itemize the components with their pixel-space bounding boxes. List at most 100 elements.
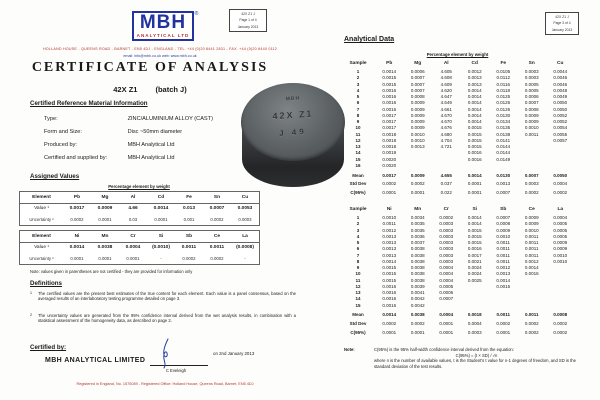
table-cell: 0.0036 xyxy=(410,233,425,239)
table-cell: 0.0010 xyxy=(410,137,425,143)
table-cell: 0.0007 xyxy=(410,87,425,93)
table-row: 9 0.0017 0.0009 4.670 0.0014 0.0134 0.0009 0.00… xyxy=(341,119,575,125)
definition-2: 2 The uncertainty values are generated fr… xyxy=(30,313,302,331)
table-cell: 0.0001 xyxy=(126,255,140,261)
crm-label: Produced by: xyxy=(44,142,77,148)
table-cell: 0.0001 xyxy=(410,330,425,335)
table-cell: 0.0013 xyxy=(496,181,511,186)
table-cell: 4.608 xyxy=(440,75,452,81)
definition-number: 1 xyxy=(30,291,32,295)
table-cell: 0.0015 xyxy=(467,125,482,131)
table-cell: 0.0144 xyxy=(496,144,511,149)
table-cell: 0.0002 xyxy=(210,216,224,222)
table-cell: 0.0002 xyxy=(524,330,539,335)
table-cell: 0.0007 xyxy=(410,81,425,87)
table-row: 7 0.0013 0.0038 0.0003 0.0017 0.0011 0.0011 0.0… xyxy=(341,253,575,259)
table-cell: 0.0024 xyxy=(467,265,482,270)
table-row: Element Ni Mn Cr Si Sb Ce La xyxy=(20,231,259,243)
signatory-name: C Eveleigh xyxy=(165,368,187,373)
table-cell: 4.704 xyxy=(440,137,452,143)
table-cell: 0.0005 xyxy=(553,233,568,239)
crm-value: ZINC/ALUMINIUM ALLOY (CAST) xyxy=(127,116,213,122)
disc-top-face: MBH 42X Z1 J 49 xyxy=(241,83,345,161)
table-cell: 0.0014 xyxy=(467,112,482,118)
table-cell: 0.0016 xyxy=(467,150,482,156)
table-cell: Cr xyxy=(443,207,449,212)
table-cell: 0.0001 xyxy=(496,330,511,335)
table-cell: Ni xyxy=(386,207,392,212)
table-cell: 4.655 xyxy=(440,173,452,178)
table-cell: 0.0126 xyxy=(496,100,511,106)
analytical-table-1-c95: C(95%) 0.0001 0.0001 0.022 0.0001 0.0007 0.000… xyxy=(341,189,575,198)
table-cell: 0.0003 xyxy=(439,240,454,245)
signature-icon xyxy=(163,338,169,369)
table-cell: 0.0149 xyxy=(496,156,511,162)
table-cell: 0.0016 xyxy=(382,302,397,308)
table-row: 8 0.0017 0.0009 4.670 0.0014 0.0130 0.0009 0.00… xyxy=(341,113,575,119)
table-cell: 0.0011 xyxy=(496,240,510,245)
table-cell: 0.0011 xyxy=(525,131,539,137)
table-row: 2 0.0015 0.0007 4.608 0.0013 0.0112 0.0003 0.00… xyxy=(341,75,575,81)
table-row: 4 0.0016 0.0007 4.620 0.0014 0.0118 0.0005 0.00… xyxy=(341,88,575,94)
table-cell: 0.0019 xyxy=(382,150,397,156)
table-row: 15 0.0016 0.0042 xyxy=(341,303,575,309)
table-cell: 0.0015 xyxy=(382,75,397,81)
table-cell: 0.0005 xyxy=(553,227,568,233)
table-cell: Mg xyxy=(414,61,422,66)
table-cell: Ce xyxy=(213,233,221,239)
table-cell: La xyxy=(242,233,248,239)
table-cell: 0.0015 xyxy=(467,227,482,233)
table-cell: 0.0016 xyxy=(382,290,397,295)
table-cell: 0.0015 xyxy=(467,240,482,245)
table-cell: 0.0050 xyxy=(553,100,568,106)
table-cell: 0.0130 xyxy=(496,112,511,118)
table-cell: 0.0042 xyxy=(410,296,425,302)
table-cell: 0.0007 xyxy=(410,75,425,81)
table-cell: 0.0015 xyxy=(467,131,482,137)
table-cell: 0.0002 xyxy=(70,216,84,222)
analytical-table-2-c95: C(95%) 0.0001 0.0001 0.0001 0.0003 0.0001 0.00… xyxy=(341,329,575,338)
table-cell: 0.0014 xyxy=(382,69,397,74)
registered-trademark-icon: ® xyxy=(194,11,199,17)
table-cell: 0.0018 xyxy=(382,131,397,137)
table-cell: Sb xyxy=(500,207,507,212)
table-cell: 0.0014 xyxy=(153,206,169,212)
crm-value: Disc ~50mm diameter xyxy=(127,129,183,135)
table-cell xyxy=(489,303,518,309)
table-cell: 0.0116 xyxy=(496,81,510,87)
table-cell: 0.0037 xyxy=(410,240,425,245)
table-cell: 0.0007 xyxy=(496,190,511,195)
page-id-page: Page 3 of 4 xyxy=(553,21,571,26)
table-cell: 0.0007 xyxy=(524,173,539,178)
table-cell: 0.0014 xyxy=(496,277,511,283)
table-cell: 0.0003 xyxy=(439,221,454,227)
c95-equation: C(95%) = (t × SD) / √n xyxy=(455,352,498,358)
table-cell: Mn xyxy=(414,207,422,212)
table-cell: 1 xyxy=(356,69,360,74)
table-cell: 0.0020 xyxy=(382,156,397,162)
table-cell: 0.0001 xyxy=(154,216,168,222)
table-cell: 0.0009 xyxy=(410,125,425,131)
table-cell: Sn xyxy=(528,61,535,66)
table-cell: 0.0010 xyxy=(410,131,425,137)
page-id-box-left: 42X Z1 J Page 1 of 4 January 2013 xyxy=(229,9,267,33)
company-address: HOLLAND HOUSE - QUEENS ROAD - BARNET - E… xyxy=(42,47,278,51)
table-cell: 0.0134 xyxy=(496,119,511,124)
table-cell: 0.0012 xyxy=(382,227,397,233)
table-cell: 0.0001 xyxy=(439,321,454,326)
table-cell: 0.0054 xyxy=(553,125,568,131)
table-cell: 0.0005 xyxy=(553,221,568,227)
table-row: 13 0.0016 0.0041 0.0006 xyxy=(341,290,575,296)
assigned-values-table-2: Element Ni Mn Cr Si Sb Ce La Value ¹ 0.0014 0.0038… xyxy=(19,230,260,265)
table-cell: 0.0055 xyxy=(553,131,568,137)
table-cell: 0.0009 xyxy=(524,119,539,124)
table-cell: 0.0141 xyxy=(496,137,511,143)
table-cell: 0.0006 xyxy=(439,290,454,295)
table-cell: 0.0013 xyxy=(467,75,482,81)
table-row: 10 0.0017 0.0009 4.676 0.0015 0.0135 0.0010 0.0… xyxy=(341,125,575,131)
table-cell: 8 xyxy=(356,258,360,264)
table-cell: 0.0016 xyxy=(382,100,397,106)
table-cell xyxy=(518,163,547,169)
table-cell: 0.0003 xyxy=(439,227,454,233)
table-cell: 0.0144 xyxy=(496,150,511,156)
